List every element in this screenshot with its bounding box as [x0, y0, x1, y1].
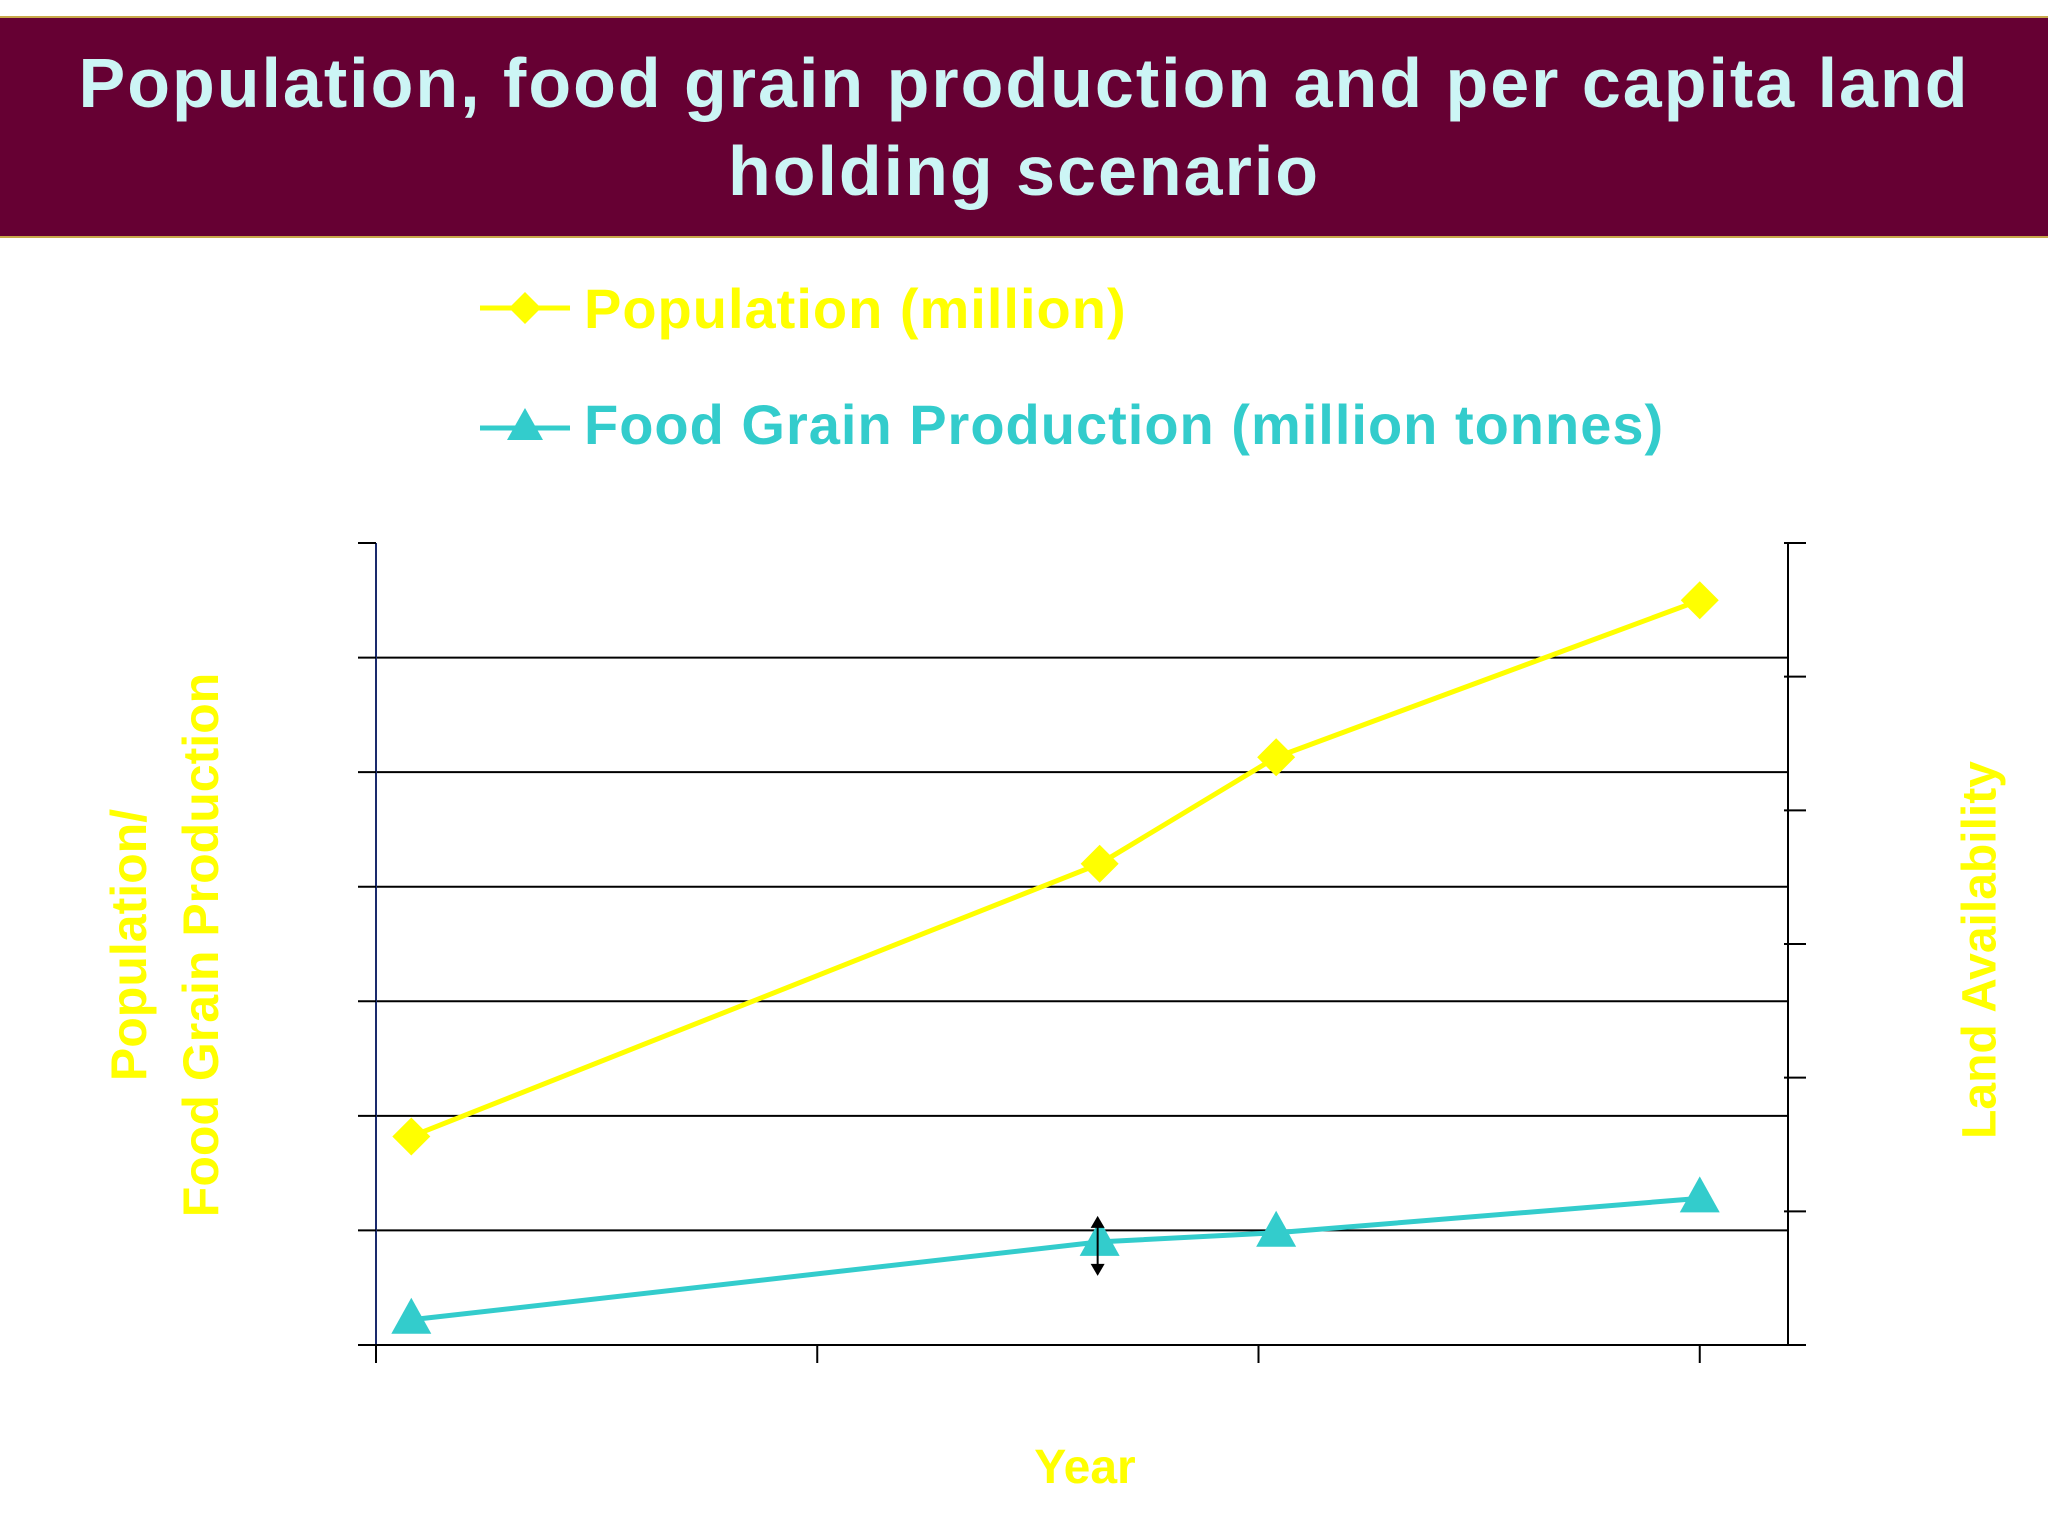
- legend-item-food-grain: Food Grain Production (million tonnes): [480, 366, 1664, 482]
- population-point: [1080, 844, 1119, 883]
- food-grain-point: [1256, 1210, 1297, 1247]
- food-grain-point: [391, 1297, 432, 1334]
- chart-title: Population, food grain production and pe…: [78, 44, 1970, 210]
- legend-label-food-grain: Food Grain Production (million tonnes): [584, 392, 1665, 456]
- series-line-population: [410, 597, 1701, 1139]
- legend-item-population: Population (million): [480, 250, 1664, 366]
- y-axis-label-left: Population/ Food Grain Production: [101, 672, 229, 1218]
- title-banner: Population, food grain production and pe…: [0, 16, 2048, 238]
- diamond-marker-icon: [480, 292, 570, 324]
- food-grain-point: [1679, 1176, 1720, 1213]
- arrow-down-icon: [1090, 1263, 1105, 1276]
- food-grain-point: [1079, 1219, 1120, 1256]
- y-axis-label-right: Land Availability: [1953, 761, 2007, 1139]
- series-line-food-grain: [411, 1195, 1700, 1323]
- population-point: [1680, 581, 1719, 620]
- arrow-up-icon: [1090, 1215, 1105, 1228]
- triangle-marker-icon: [480, 408, 570, 440]
- legend: Population (million) Food Grain Producti…: [480, 250, 1664, 482]
- population-point: [392, 1117, 431, 1156]
- population-point: [1257, 738, 1296, 777]
- legend-label-population: Population (million): [584, 276, 1127, 340]
- x-axis-label: Year: [1034, 1441, 1136, 1494]
